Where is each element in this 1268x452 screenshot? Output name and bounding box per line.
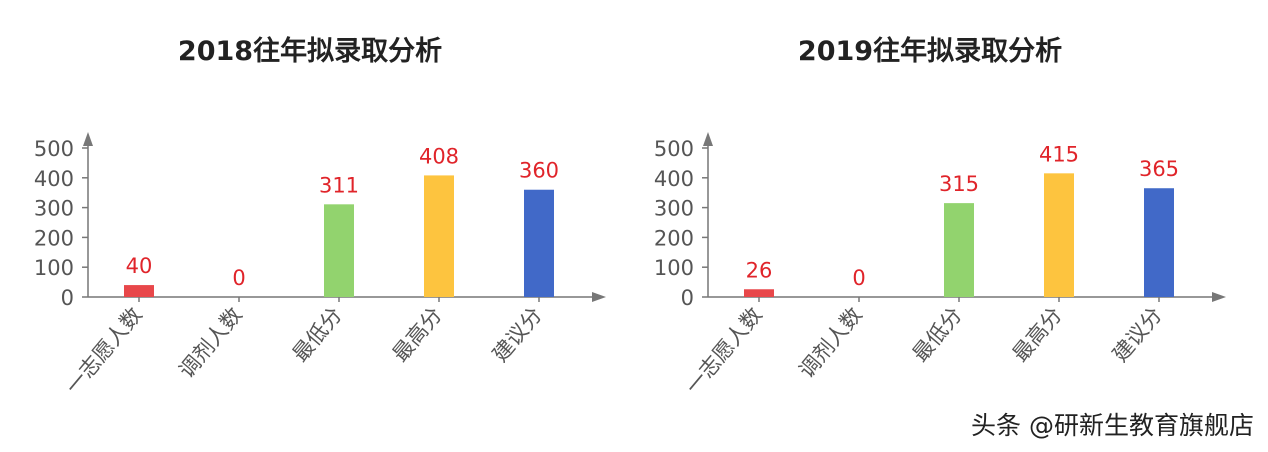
bar	[424, 175, 454, 297]
bar	[1144, 188, 1174, 297]
data-label: 315	[939, 172, 979, 196]
x-axis-arrow	[592, 292, 606, 302]
watermark: 头条 @研新生教育旗舰店	[971, 411, 1254, 440]
category-label: 建议分	[488, 303, 547, 367]
bar	[1044, 173, 1074, 297]
y-axis-arrow	[83, 132, 93, 146]
y-tick-label: 500	[654, 137, 694, 161]
data-label: 408	[419, 144, 459, 168]
y-tick-label: 400	[34, 167, 74, 191]
bar	[524, 189, 554, 297]
bar	[324, 204, 354, 297]
category-label: 最低分	[288, 303, 347, 367]
y-tick-label: 100	[654, 256, 694, 280]
y-tick-label: 300	[34, 197, 74, 221]
category-label: 一志愿人数	[61, 303, 147, 399]
chart-0: 2018往年拟录取分析010020030040050040一志愿人数0调剂人数3…	[34, 35, 606, 399]
y-axis-arrow	[703, 132, 713, 146]
category-label: 最低分	[908, 303, 967, 367]
y-tick-label: 0	[61, 286, 74, 310]
category-label: 一志愿人数	[681, 303, 767, 399]
data-label: 40	[126, 254, 153, 278]
chart-title: 2018往年拟录取分析	[178, 35, 442, 67]
y-tick-label: 200	[654, 226, 694, 250]
y-tick-label: 400	[654, 167, 694, 191]
category-label: 建议分	[1108, 303, 1167, 367]
data-label: 311	[319, 173, 359, 197]
data-label: 26	[746, 258, 773, 282]
data-label: 0	[232, 266, 245, 290]
data-label: 365	[1139, 157, 1179, 181]
chart-1: 2019往年拟录取分析010020030040050026一志愿人数0调剂人数3…	[654, 35, 1226, 399]
chart-title: 2019往年拟录取分析	[798, 35, 1062, 67]
bar	[744, 289, 774, 297]
data-label: 0	[852, 266, 865, 290]
category-label: 调剂人数	[174, 303, 246, 383]
y-tick-label: 100	[34, 256, 74, 280]
data-label: 415	[1039, 142, 1079, 166]
y-tick-label: 200	[34, 226, 74, 250]
y-tick-label: 500	[34, 137, 74, 161]
y-tick-label: 300	[654, 197, 694, 221]
bar	[124, 285, 154, 297]
category-label: 调剂人数	[794, 303, 866, 383]
category-label: 最高分	[388, 303, 447, 367]
x-axis-arrow	[1212, 292, 1226, 302]
category-label: 最高分	[1008, 303, 1067, 367]
data-label: 360	[519, 159, 559, 183]
bar	[944, 203, 974, 297]
y-tick-label: 0	[681, 286, 694, 310]
